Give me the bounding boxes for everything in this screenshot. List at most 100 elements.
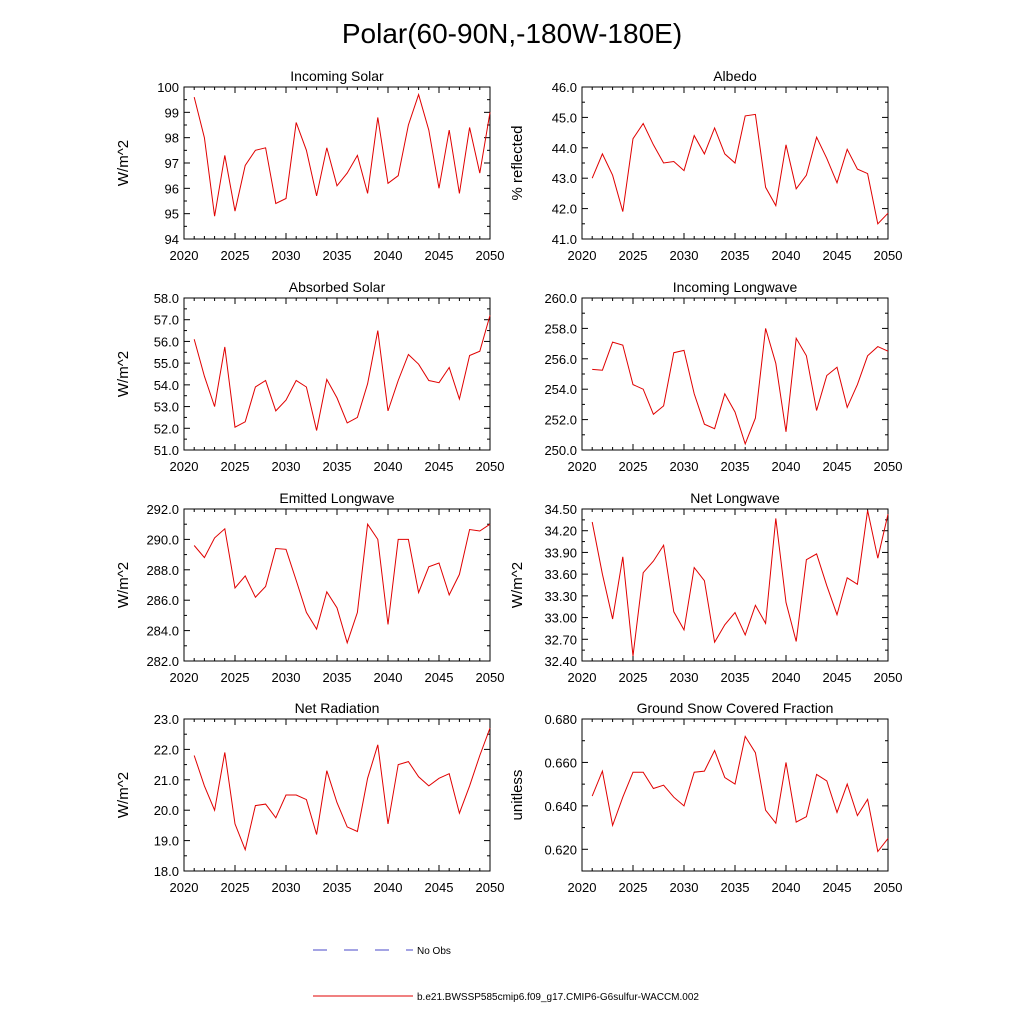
net-longwave-y-tick-label: 32.70 (544, 632, 577, 647)
ground-snow-covered-fraction-x-tick-label: 2025 (619, 880, 648, 895)
albedo-y-tick-label: 43.0 (552, 171, 577, 186)
ground-snow-covered-fraction-y-tick-label: 0.620 (544, 842, 577, 857)
absorbed-solar-title: Absorbed Solar (289, 279, 386, 295)
absorbed-solar-y-tick-label: 56.0 (154, 334, 179, 349)
incoming-solar-y-tick-label: 94 (165, 232, 179, 247)
albedo-y-tick-label: 44.0 (552, 141, 577, 156)
net-radiation-x-tick-label: 2035 (323, 880, 352, 895)
absorbed-solar-y-tick-label: 54.0 (154, 378, 179, 393)
emitted-longwave-x-tick-label: 2035 (323, 670, 352, 685)
net-radiation-y-tick-label: 19.0 (154, 834, 179, 849)
emitted-longwave-title: Emitted Longwave (279, 490, 394, 506)
incoming-longwave-y-tick-label: 258.0 (544, 321, 577, 336)
absorbed-solar-y-tick-label: 55.0 (154, 356, 179, 371)
net-radiation-y-axis-label: W/m^2 (115, 772, 132, 818)
incoming-solar-y-tick-label: 100 (157, 80, 179, 95)
ground-snow-covered-fraction-plot-frame (581, 718, 889, 872)
net-radiation-y-tick-label: 23.0 (154, 712, 179, 727)
absorbed-solar-x-tick-label: 2030 (272, 459, 301, 474)
panel-incoming-longwave: Incoming Longwave 2020 2025 2030 2035 2040 204… (544, 279, 902, 474)
net-longwave-y-axis-label: W/m^2 (509, 562, 526, 608)
net-longwave-y-tick-label: 34.50 (544, 502, 577, 517)
albedo-y-tick-label: 41.0 (552, 232, 577, 247)
emitted-longwave-y-tick-label: 288.0 (146, 563, 179, 578)
incoming-solar-y-axis-label: W/m^2 (115, 140, 132, 186)
ground-snow-covered-fraction-x-tick-label: 2030 (670, 880, 699, 895)
ground-snow-covered-fraction-series-line (591, 735, 889, 853)
emitted-longwave-x-tick-label: 2025 (221, 670, 250, 685)
ground-snow-covered-fraction-y-tick-label: 0.660 (544, 755, 577, 770)
net-longwave-y-tick-label: 33.30 (544, 589, 577, 604)
panels: Incoming Solar 2020 2025 2030 2035 2040 2045 20… (115, 68, 902, 895)
ground-snow-covered-fraction-x-tick-label: 2020 (568, 880, 597, 895)
legend: No Obs b.e21.BWSSP585cmip6.f09_g17.CMIP6… (313, 946, 699, 1003)
emitted-longwave-y-tick-label: 290.0 (146, 532, 179, 547)
emitted-longwave-y-axis-label: W/m^2 (115, 562, 132, 608)
panel-ground-snow-covered-fraction: Ground Snow Covered Fraction 2020 2025 2030… (509, 700, 902, 895)
panel-absorbed-solar: Absorbed Solar 2020 2025 2030 2035 2040 2045 20… (115, 279, 504, 474)
albedo-series-line (591, 113, 889, 225)
figure-title: Polar(60-90N,-180W-180E) (342, 18, 682, 49)
ground-snow-covered-fraction-x-tick-label: 2050 (874, 880, 903, 895)
incoming-longwave-x-tick-label: 2035 (721, 459, 750, 474)
albedo-y-tick-label: 45.0 (552, 110, 577, 125)
emitted-longwave-plot-frame (183, 508, 491, 662)
incoming-longwave-y-tick-label: 252.0 (544, 413, 577, 428)
incoming-longwave-x-tick-label: 2030 (670, 459, 699, 474)
panel-incoming-solar: Incoming Solar 2020 2025 2030 2035 2040 2045 20… (115, 68, 504, 263)
net-longwave-y-tick-label: 33.60 (544, 567, 577, 582)
panel-emitted-longwave: Emitted Longwave 2020 2025 2030 2035 2040 2045… (115, 490, 504, 685)
net-radiation-y-tick-label: 21.0 (154, 773, 179, 788)
legend-no-obs-label: No Obs (417, 946, 451, 957)
net-radiation-x-tick-label: 2040 (374, 880, 403, 895)
incoming-solar-series-line (193, 92, 491, 217)
incoming-longwave-y-tick-label: 260.0 (544, 291, 577, 306)
incoming-solar-x-tick-label: 2035 (323, 248, 352, 263)
incoming-solar-x-tick-label: 2030 (272, 248, 301, 263)
net-longwave-plot-frame (581, 508, 889, 662)
emitted-longwave-x-tick-label: 2045 (425, 670, 454, 685)
emitted-longwave-y-tick-label: 292.0 (146, 502, 179, 517)
emitted-longwave-x-tick-label: 2050 (476, 670, 505, 685)
absorbed-solar-y-tick-label: 58.0 (154, 291, 179, 306)
incoming-longwave-y-tick-label: 250.0 (544, 443, 577, 458)
ground-snow-covered-fraction-y-tick-label: 0.680 (544, 712, 577, 727)
absorbed-solar-x-tick-label: 2050 (476, 459, 505, 474)
albedo-y-axis-label: % reflected (509, 125, 526, 200)
albedo-x-tick-label: 2020 (568, 248, 597, 263)
emitted-longwave-y-tick-label: 286.0 (146, 593, 179, 608)
albedo-x-tick-label: 2030 (670, 248, 699, 263)
incoming-solar-x-tick-label: 2020 (170, 248, 199, 263)
incoming-solar-x-tick-label: 2045 (425, 248, 454, 263)
albedo-y-tick-label: 42.0 (552, 202, 577, 217)
net-radiation-y-tick-label: 20.0 (154, 803, 179, 818)
net-radiation-x-tick-label: 2045 (425, 880, 454, 895)
net-longwave-x-tick-label: 2045 (823, 670, 852, 685)
incoming-solar-x-tick-label: 2025 (221, 248, 250, 263)
net-radiation-x-tick-label: 2050 (476, 880, 505, 895)
albedo-x-tick-label: 2025 (619, 248, 648, 263)
incoming-longwave-plot-frame (581, 297, 889, 451)
albedo-y-tick-label: 46.0 (552, 80, 577, 95)
ground-snow-covered-fraction-title: Ground Snow Covered Fraction (637, 700, 834, 716)
net-longwave-y-tick-label: 33.90 (544, 545, 577, 560)
absorbed-solar-x-tick-label: 2025 (221, 459, 250, 474)
incoming-longwave-title: Incoming Longwave (673, 279, 798, 295)
net-radiation-plot-frame (183, 718, 491, 872)
emitted-longwave-y-tick-label: 284.0 (146, 624, 179, 639)
emitted-longwave-series-line (193, 522, 491, 645)
incoming-longwave-series-line (592, 328, 889, 446)
emitted-longwave-y-tick-label: 282.0 (146, 654, 179, 669)
net-radiation-x-tick-label: 2030 (272, 880, 301, 895)
net-longwave-x-tick-label: 2050 (874, 670, 903, 685)
net-longwave-x-tick-label: 2025 (619, 670, 648, 685)
ground-snow-covered-fraction-x-tick-label: 2035 (721, 880, 750, 895)
legend-series-label: b.e21.BWSSP585cmip6.f09_g17.CMIP6-G6sulf… (417, 992, 699, 1003)
incoming-solar-y-tick-label: 97 (165, 156, 179, 171)
absorbed-solar-y-tick-label: 53.0 (154, 400, 179, 415)
net-longwave-title: Net Longwave (690, 490, 780, 506)
net-longwave-series-line (591, 510, 889, 656)
ground-snow-covered-fraction-x-tick-label: 2040 (772, 880, 801, 895)
